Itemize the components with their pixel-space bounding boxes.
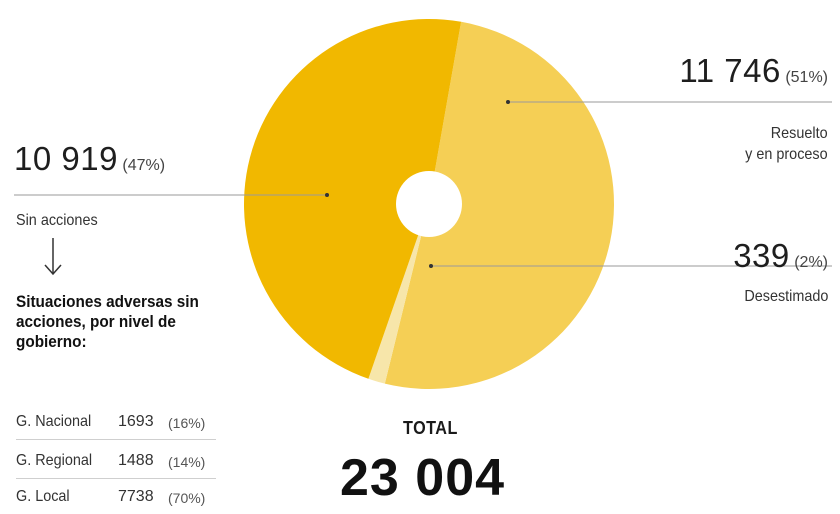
- resuelto-caption-line1: Resuelto: [771, 125, 828, 142]
- total-label: TOTAL: [403, 418, 458, 438]
- row-name: G. Local: [16, 488, 70, 505]
- resuelto-caption: Resuelto y en proceso: [746, 123, 828, 165]
- pie-slice-resuelto: [384, 21, 615, 390]
- pie-slice-sin-acciones: [244, 18, 462, 379]
- desestimado-caption: Desestimado: [743, 288, 828, 305]
- leader-dot-resuelto: [506, 100, 510, 104]
- leader-dot-sin-acciones: [325, 193, 329, 197]
- label-resuelto: 11 746 (51%): [679, 52, 828, 90]
- breakdown-heading: Situaciones adversas sin acciones, por n…: [16, 292, 199, 351]
- table-row: G. Local 7738 (70%): [16, 482, 216, 514]
- row-value: 1693: [118, 413, 154, 430]
- row-percent: (70%): [168, 490, 206, 506]
- pie-center-hole: [396, 171, 462, 237]
- resuelto-caption-line2: y en proceso: [745, 146, 828, 163]
- table-row: G. Regional 1488 (14%): [16, 446, 216, 479]
- sin-acciones-value: 10 919: [14, 140, 118, 177]
- leader-dot-desestimado: [429, 264, 433, 268]
- row-value: 1488: [118, 452, 154, 469]
- row-value: 7738: [118, 488, 154, 505]
- resuelto-value: 11 746: [679, 52, 781, 89]
- row-percent: (16%): [168, 415, 206, 431]
- label-desestimado: 339 (2%): [733, 237, 828, 275]
- table-row: G. Nacional 1693 (16%): [16, 407, 216, 440]
- sin-acciones-percent: (47%): [122, 157, 166, 174]
- row-name: G. Regional: [16, 452, 93, 469]
- resuelto-percent: (51%): [785, 69, 828, 86]
- row-name: G. Nacional: [16, 413, 92, 430]
- label-sin-acciones: 10 919 (47%): [14, 140, 165, 178]
- pie-slice-desestimado: [368, 204, 429, 384]
- down-arrow-icon: [41, 238, 65, 281]
- row-percent: (14%): [168, 454, 206, 470]
- desestimado-percent: (2%): [794, 254, 828, 271]
- total-value: 23 004: [340, 449, 506, 507]
- sin-acciones-caption: Sin acciones: [16, 212, 98, 229]
- desestimado-value: 339: [733, 237, 790, 274]
